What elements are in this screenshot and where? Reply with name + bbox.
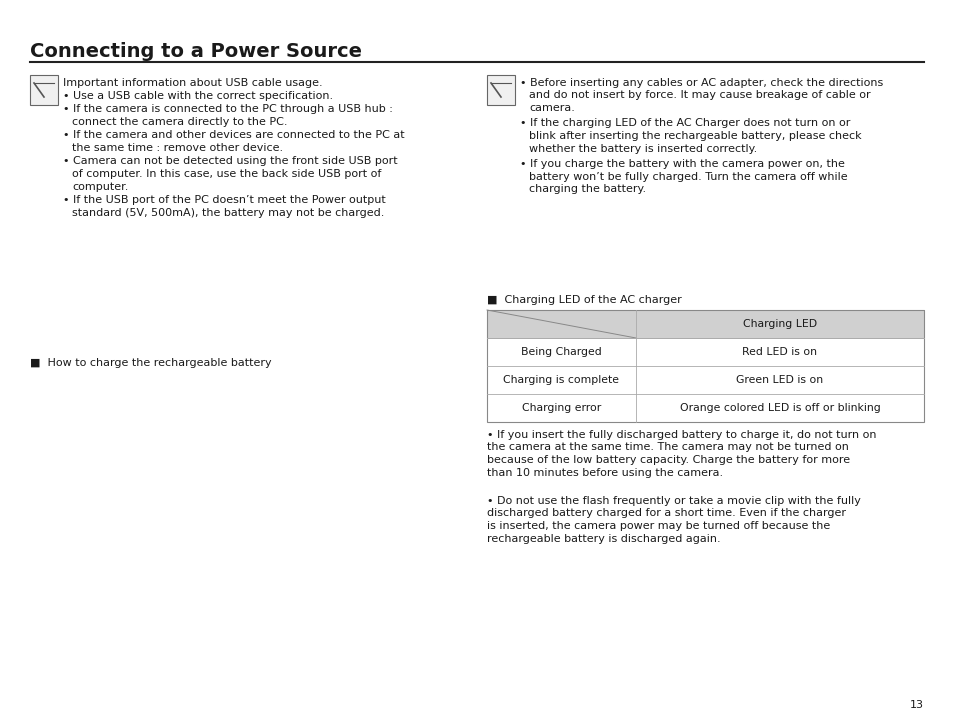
Text: Charging LED: Charging LED: [742, 319, 816, 329]
Bar: [486, 310, 923, 338]
Text: • Do not use the flash frequently or take a movie clip with the fully: • Do not use the flash frequently or tak…: [486, 496, 860, 506]
Text: Green LED is on: Green LED is on: [736, 375, 822, 385]
Text: Charging error: Charging error: [521, 403, 600, 413]
Bar: [486, 338, 923, 366]
Text: ■  Charging LED of the AC charger: ■ Charging LED of the AC charger: [486, 295, 681, 305]
Bar: [486, 394, 923, 422]
Text: and do not insert by force. It may cause breakage of cable or: and do not insert by force. It may cause…: [529, 91, 870, 101]
Text: • If the camera is connected to the PC through a USB hub :: • If the camera is connected to the PC t…: [63, 104, 393, 114]
Text: • Use a USB cable with the correct specification.: • Use a USB cable with the correct speci…: [63, 91, 333, 101]
Text: whether the battery is inserted correctly.: whether the battery is inserted correctl…: [529, 143, 757, 153]
Bar: [486, 366, 923, 394]
Text: • If you insert the fully discharged battery to charge it, do not turn on: • If you insert the fully discharged bat…: [486, 430, 876, 440]
Text: discharged battery charged for a short time. Even if the charger: discharged battery charged for a short t…: [486, 508, 845, 518]
Text: camera.: camera.: [529, 103, 575, 113]
Text: charging the battery.: charging the battery.: [529, 184, 645, 194]
Bar: [486, 75, 515, 105]
Text: computer.: computer.: [71, 181, 129, 192]
Text: ■  How to charge the rechargeable battery: ■ How to charge the rechargeable battery: [30, 358, 272, 368]
Bar: [486, 310, 923, 422]
Text: is inserted, the camera power may be turned off because the: is inserted, the camera power may be tur…: [486, 521, 829, 531]
Text: of computer. In this case, use the back side USB port of: of computer. In this case, use the back …: [71, 169, 381, 179]
Text: Important information about USB cable usage.: Important information about USB cable us…: [63, 78, 322, 88]
Text: • Before inserting any cables or AC adapter, check the directions: • Before inserting any cables or AC adap…: [519, 78, 882, 88]
Text: the camera at the same time. The camera may not be turned on: the camera at the same time. The camera …: [486, 443, 848, 452]
Text: battery won’t be fully charged. Turn the camera off while: battery won’t be fully charged. Turn the…: [529, 171, 846, 181]
Text: blink after inserting the rechargeable battery, please check: blink after inserting the rechargeable b…: [529, 131, 861, 141]
Text: rechargeable battery is discharged again.: rechargeable battery is discharged again…: [486, 534, 720, 544]
Text: • If the camera and other devices are connected to the PC at: • If the camera and other devices are co…: [63, 130, 404, 140]
Text: because of the low battery capacity. Charge the battery for more: because of the low battery capacity. Cha…: [486, 455, 849, 465]
Text: Orange colored LED is off or blinking: Orange colored LED is off or blinking: [679, 403, 880, 413]
Text: 13: 13: [909, 700, 923, 710]
Text: standard (5V, 500mA), the battery may not be charged.: standard (5V, 500mA), the battery may no…: [71, 207, 384, 217]
Text: • If the USB port of the PC doesn’t meet the Power output: • If the USB port of the PC doesn’t meet…: [63, 195, 385, 205]
Text: Connecting to a Power Source: Connecting to a Power Source: [30, 42, 361, 61]
Text: • Camera can not be detected using the front side USB port: • Camera can not be detected using the f…: [63, 156, 397, 166]
Text: Being Charged: Being Charged: [520, 347, 601, 357]
Text: Red LED is on: Red LED is on: [741, 347, 817, 357]
Text: connect the camera directly to the PC.: connect the camera directly to the PC.: [71, 117, 287, 127]
Bar: [30, 75, 58, 105]
Text: • If the charging LED of the AC Charger does not turn on or: • If the charging LED of the AC Charger …: [519, 119, 849, 128]
Text: • If you charge the battery with the camera power on, the: • If you charge the battery with the cam…: [519, 159, 844, 169]
Text: the same time : remove other device.: the same time : remove other device.: [71, 143, 283, 153]
Text: Charging is complete: Charging is complete: [503, 375, 618, 385]
Text: than 10 minutes before using the camera.: than 10 minutes before using the camera.: [486, 467, 722, 477]
